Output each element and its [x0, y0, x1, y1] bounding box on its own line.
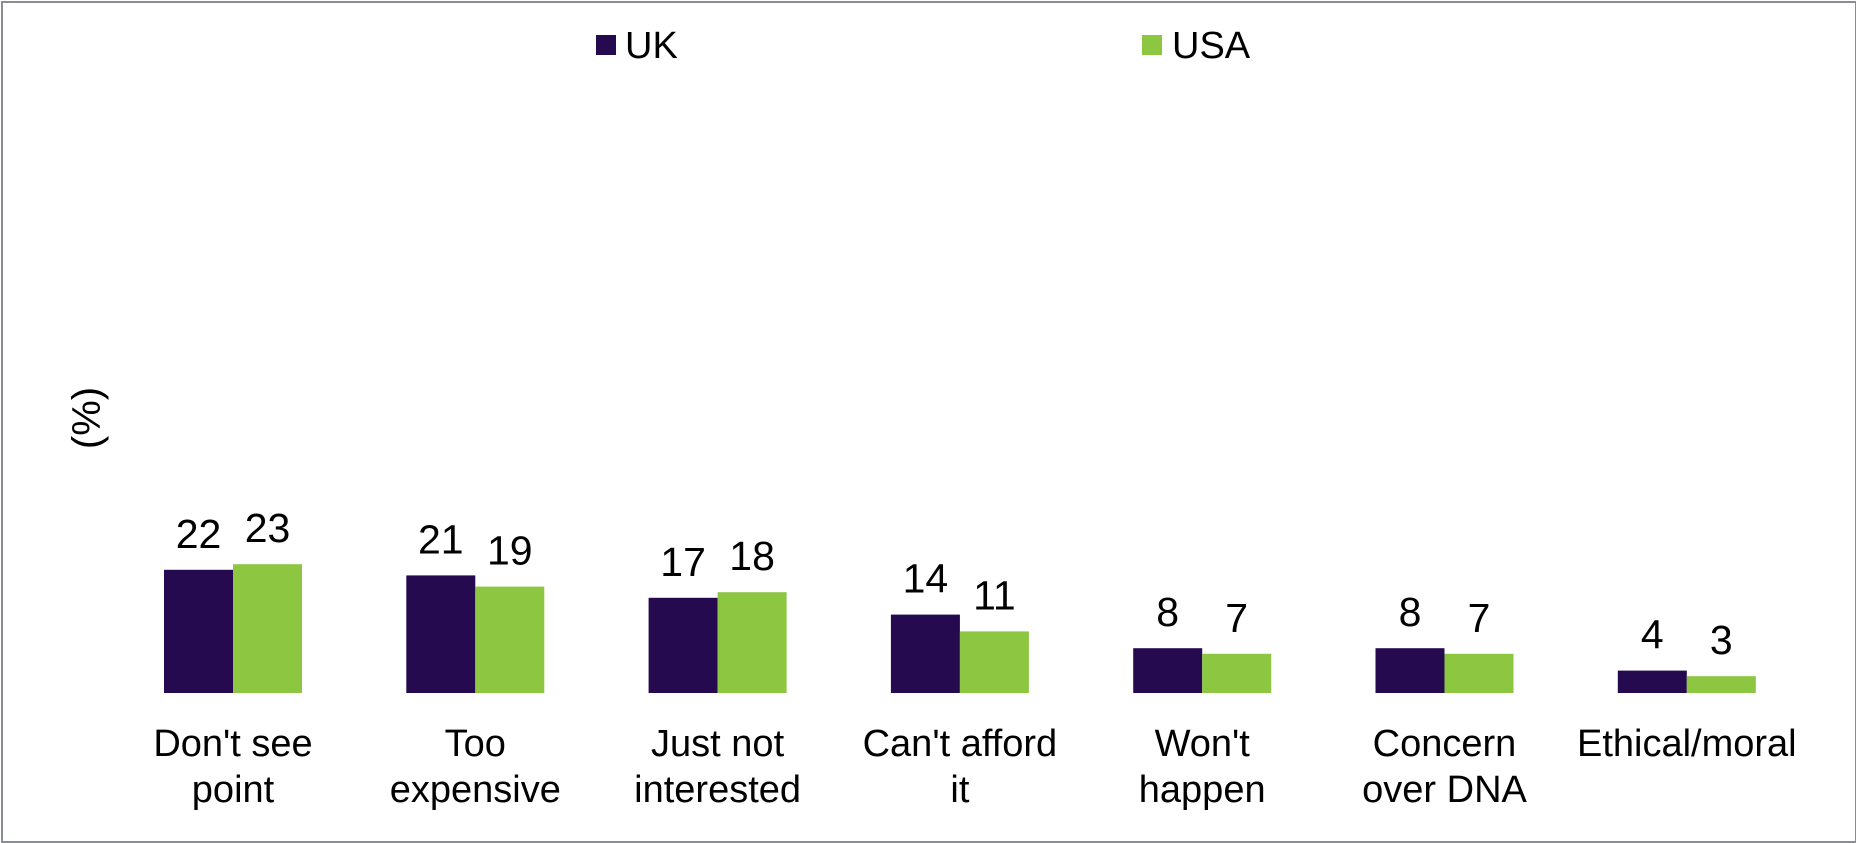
bars — [164, 564, 1756, 693]
bar-usa-won-t-happen — [1202, 653, 1272, 693]
legend-swatch-usa — [1142, 35, 1162, 55]
value-label-usa-concern-over-dna: 7 — [1468, 595, 1491, 641]
bar-usa-too-expensive — [475, 586, 545, 693]
value-label-usa-can-t-afford-it: 11 — [973, 572, 1016, 618]
bar-uk-won-t-happen — [1133, 648, 1203, 693]
category-label-can-t-afford-it: Can't afford it — [863, 723, 1058, 811]
legend-label-usa: USA — [1172, 25, 1251, 67]
bar-uk-concern-over-dna — [1375, 648, 1445, 693]
bar-uk-don-t-see-point — [164, 569, 233, 693]
category-labels: Don't see point Too expensive Just not intere… — [153, 723, 1796, 811]
bar-uk-can-t-afford-it — [890, 614, 960, 693]
bar-uk-too-expensive — [406, 575, 476, 693]
value-label-uk-won-t-happen: 8 — [1156, 589, 1179, 635]
bar-usa-ethical-moral — [1686, 676, 1756, 693]
bar-uk-ethical-moral — [1617, 670, 1687, 693]
bar-uk-just-not-interested — [648, 597, 718, 693]
value-label-uk-concern-over-dna: 8 — [1399, 589, 1422, 635]
value-label-uk-don-t-see-point: 22 — [176, 511, 222, 557]
value-label-usa-don-t-see-point: 23 — [245, 505, 291, 551]
y-axis-label: (%) — [65, 387, 109, 449]
category-label-concern-over-dna: Concern over DNA — [1362, 723, 1527, 811]
legend: UK USA — [596, 25, 1251, 67]
bar-usa-concern-over-dna — [1444, 653, 1514, 693]
value-label-usa-ethical-moral: 3 — [1710, 617, 1733, 663]
value-label-usa-too-expensive: 19 — [487, 528, 533, 574]
category-label-too-expensive: Too expensive — [390, 723, 561, 811]
category-label-won-t-happen: Won't happen — [1139, 723, 1266, 811]
value-label-usa-just-not-interested: 18 — [729, 533, 775, 579]
category-label-don-t-see-point: Don't see point — [153, 723, 312, 811]
bar-usa-can-t-afford-it — [959, 631, 1029, 693]
legend-swatch-uk — [596, 35, 616, 55]
value-label-uk-can-t-afford-it: 14 — [903, 556, 949, 602]
value-label-uk-too-expensive: 21 — [418, 516, 464, 562]
category-label-ethical-moral: Ethical/moral — [1577, 723, 1797, 765]
value-label-usa-won-t-happen: 7 — [1225, 595, 1248, 641]
category-label-just-not-interested: Just not interested — [634, 723, 801, 811]
bar-usa-just-not-interested — [717, 592, 787, 693]
value-label-uk-ethical-moral: 4 — [1641, 612, 1664, 658]
legend-label-uk: UK — [625, 25, 678, 67]
value-label-uk-just-not-interested: 17 — [660, 539, 706, 585]
value-labels: 22 23 21 19 17 18 14 11 8 7 8 7 4 3 — [176, 505, 1733, 663]
bar-usa-don-t-see-point — [233, 564, 302, 693]
